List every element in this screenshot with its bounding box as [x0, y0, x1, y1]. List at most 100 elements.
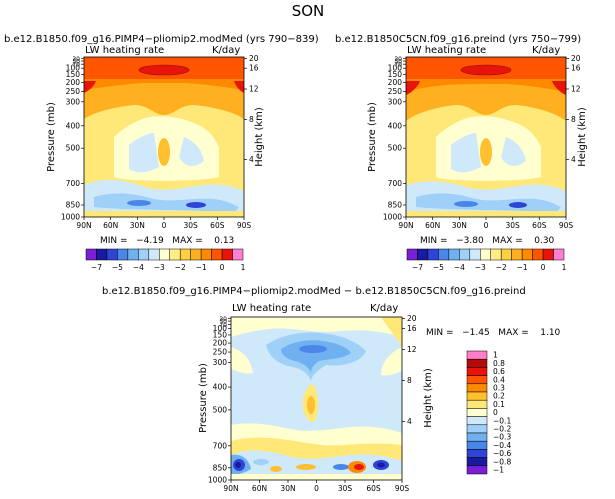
colorbar-swatch: [127, 248, 139, 261]
right-y-label: Height (km): [577, 107, 588, 167]
y-tick-label: 200: [213, 339, 228, 348]
equator-warm-core: [307, 396, 315, 414]
height-tick-label: 8: [249, 115, 254, 124]
colorbar-label: −1: [517, 263, 528, 272]
colorbar-swatch: [466, 399, 488, 409]
colorbar-swatch: [466, 465, 488, 475]
y-tick-label: 100: [213, 324, 228, 333]
y-tick-label: 400: [388, 121, 403, 130]
band-light-blue-2: [179, 137, 204, 166]
band-light-blue-2: [501, 137, 526, 166]
y-tick-label: 300: [66, 97, 81, 106]
y-tick-label: 50: [394, 59, 402, 66]
x-tick-label: 0: [484, 221, 489, 230]
right-string: K/day: [212, 45, 240, 56]
colorbar-swatch: [179, 248, 191, 261]
right-y-label: Height (km): [254, 107, 265, 167]
y-tick-label: 250: [66, 87, 81, 96]
pale-left: [231, 347, 253, 374]
colorbar-swatch: [466, 358, 488, 368]
blue-left-3: [235, 462, 241, 468]
x-tick-label: 30N: [452, 221, 467, 230]
red-patch-right: [234, 81, 244, 93]
height-tick-label: 12: [249, 85, 259, 94]
x-tick-label: 30S: [506, 221, 521, 230]
y-tick-label: 850: [66, 201, 81, 210]
x-tick-label: 90N: [398, 221, 413, 230]
x-axis: 90N 60N 30N 0 30S 60S 90S: [223, 480, 409, 493]
y-label: Pressure (mb): [46, 102, 57, 172]
y-tick-label: 150: [66, 70, 81, 79]
stats-line: MIN = −3.80 MAX = 0.30: [420, 236, 555, 246]
colorbar: −7 −5 −4 −3 −2 −1 0 1: [85, 248, 246, 272]
colorbar-label: −5: [433, 263, 444, 272]
x-axis: 90N 60N 30N 0 30S 60S 90S: [76, 217, 251, 230]
y-tick-label: 850: [213, 463, 228, 472]
band-pale-top: [231, 317, 402, 337]
y-tick-label: 700: [213, 441, 228, 450]
surface-strip: [231, 474, 402, 480]
colorbar-swatch: [542, 248, 554, 261]
y-tick-label: 400: [213, 383, 228, 392]
blue-cell-1: [127, 200, 151, 206]
colorbar-swatch: [500, 248, 512, 261]
colorbar-swatch: [469, 248, 481, 261]
colorbar-swatch: [221, 248, 233, 261]
right-string: K/day: [532, 45, 560, 56]
x-tick-label: 60N: [103, 221, 118, 230]
colorbar-swatch: [466, 383, 488, 393]
height-tick-label: 20: [407, 314, 417, 323]
colorbar-swatch: [466, 424, 488, 434]
x-tick-label: 60S: [210, 221, 225, 230]
colorbar-swatch: [148, 248, 160, 261]
y-tick-label: 50: [72, 59, 80, 66]
colorbar-label: 0.3: [493, 384, 505, 393]
y-tick-label: 300: [213, 358, 228, 367]
colorbar-label: −2: [175, 263, 186, 272]
y-tick-label: 200: [388, 78, 403, 87]
colorbar-swatch: [459, 248, 471, 261]
y-tick-label: 500: [66, 144, 81, 153]
colorbar-label: −0.6: [493, 449, 511, 458]
y-tick-label: 100: [66, 64, 81, 73]
x-tick-label: 90N: [223, 484, 238, 493]
warm-cell-1: [270, 466, 282, 472]
colorbar-swatch: [106, 248, 118, 261]
y-tick-label: 250: [388, 87, 403, 96]
colorbar-label: −0.3: [493, 433, 511, 442]
height-tick-label: 4: [571, 155, 576, 164]
y-tick-label: 500: [388, 144, 403, 153]
pale-right: [381, 347, 402, 376]
colorbar-swatch: [406, 248, 418, 261]
x-axis: 90N 60N 30N 0 30S 60S 90S: [398, 217, 573, 230]
y-tick-label: 50: [219, 319, 227, 326]
colorbar-swatch: [553, 248, 565, 261]
colorbar-swatch: [448, 248, 460, 261]
panel-top-right: b.e12.B1850C5CN.f09_g16.preind (yrs 750−…: [335, 34, 588, 272]
colorbar-swatch: [438, 248, 450, 261]
colorbar-swatch: [532, 248, 544, 261]
x-tick-label: 90N: [76, 221, 91, 230]
colorbar-swatch: [466, 350, 488, 360]
panel-title: b.e12.B1850.f09_g16.PIMP4−pliomip2.modMe…: [102, 286, 526, 297]
main-title: SON: [292, 2, 325, 20]
colorbar-label: 0.2: [493, 392, 505, 401]
contour-field: 90N 60N 30N 0 30S 60S 90S 10008507005004003002…: [208, 314, 417, 493]
panel-top-left: b.e12.B1850.f09_g16.PIMP4−pliomip2.modMe…: [4, 34, 319, 272]
height-tick-label: 8: [571, 115, 576, 124]
y-tick-label: 1000: [383, 213, 402, 222]
y-tick-label: 200: [66, 78, 81, 87]
right-y-label: Height (km): [423, 368, 434, 428]
y-tick-label: 500: [213, 405, 228, 414]
colorbar-swatch: [480, 248, 491, 261]
y-tick-label: 150: [388, 70, 403, 79]
colorbar-label: −1: [196, 263, 207, 272]
surface-strip: [84, 211, 244, 217]
colorbar-label: −0.4: [493, 441, 511, 450]
x-tick-label: 60S: [366, 484, 381, 493]
colorbar-label: 1: [241, 263, 246, 272]
